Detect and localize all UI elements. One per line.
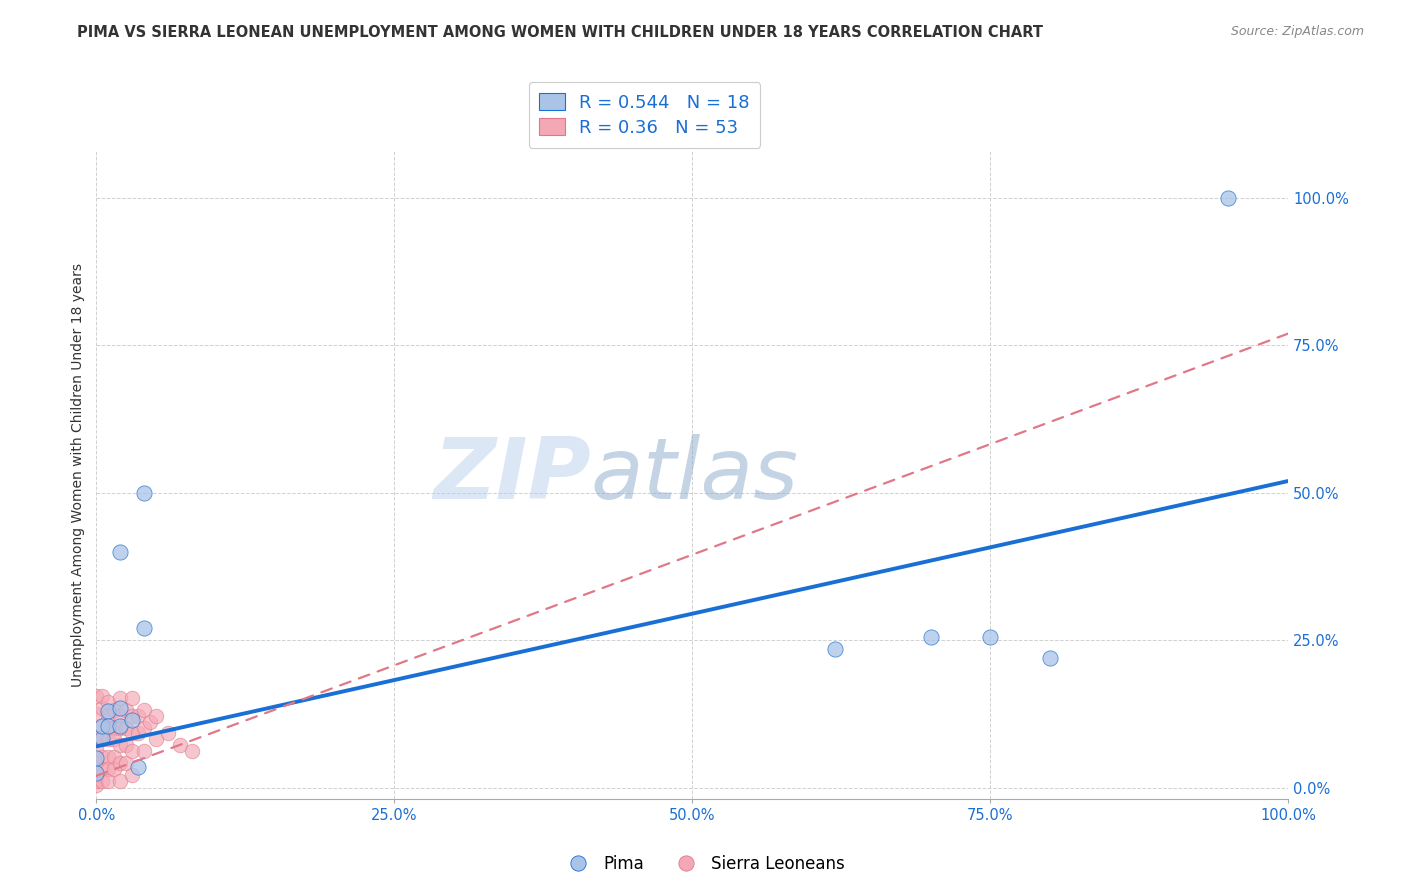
Legend: Pima, Sierra Leoneans: Pima, Sierra Leoneans [555, 848, 851, 880]
Point [86, 773, 108, 788]
Point [108, 773, 131, 788]
Point [127, 708, 149, 723]
Point [139, 714, 162, 729]
Point [127, 726, 149, 740]
Point [103, 732, 125, 747]
Point [103, 750, 125, 764]
Point [91, 719, 114, 733]
Legend: R = 0.544   N = 18, R = 0.36   N = 53: R = 0.544 N = 18, R = 0.36 N = 53 [529, 82, 761, 147]
Point [1039, 651, 1062, 665]
Point [97, 762, 120, 776]
Point [91, 750, 114, 764]
Point [108, 545, 131, 559]
Point [108, 719, 131, 733]
Point [97, 773, 120, 788]
Point [86, 778, 108, 792]
Point [1218, 191, 1240, 205]
Point [103, 721, 125, 735]
Point [103, 762, 125, 776]
Point [91, 690, 114, 704]
Point [115, 756, 138, 770]
Point [121, 708, 143, 723]
Point [979, 630, 1001, 644]
Point [121, 691, 143, 706]
Point [145, 732, 167, 747]
Y-axis label: Unemployment Among Women with Children Under 18 years: Unemployment Among Women with Children U… [72, 263, 86, 687]
Point [824, 642, 846, 657]
Point [91, 731, 114, 745]
Point [108, 721, 131, 735]
Point [97, 721, 120, 735]
Point [91, 701, 114, 715]
Point [132, 744, 155, 758]
Point [91, 719, 114, 733]
Point [121, 713, 143, 727]
Point [145, 708, 167, 723]
Point [86, 690, 108, 704]
Point [121, 726, 143, 740]
Point [132, 721, 155, 735]
Text: PIMA VS SIERRA LEONEAN UNEMPLOYMENT AMONG WOMEN WITH CHILDREN UNDER 18 YEARS COR: PIMA VS SIERRA LEONEAN UNEMPLOYMENT AMON… [77, 25, 1043, 40]
Point [121, 744, 143, 758]
Point [97, 750, 120, 764]
Point [169, 738, 191, 752]
Point [115, 703, 138, 717]
Point [86, 731, 108, 745]
Point [86, 706, 108, 721]
Point [108, 756, 131, 770]
Point [91, 773, 114, 788]
Point [97, 695, 120, 709]
Text: atlas: atlas [591, 434, 799, 516]
Point [97, 732, 120, 747]
Point [86, 751, 108, 765]
Point [108, 708, 131, 723]
Point [103, 703, 125, 717]
Point [920, 630, 942, 644]
Point [132, 622, 155, 636]
Point [86, 742, 108, 756]
Text: ZIP: ZIP [433, 434, 591, 516]
Point [121, 767, 143, 781]
Point [108, 738, 131, 752]
Point [115, 738, 138, 752]
Point [86, 767, 108, 781]
Point [180, 744, 202, 758]
Point [97, 708, 120, 723]
Point [97, 719, 120, 733]
Point [115, 721, 138, 735]
Point [132, 703, 155, 717]
Point [91, 762, 114, 776]
Point [91, 732, 114, 747]
Point [132, 486, 155, 500]
Point [108, 691, 131, 706]
Point [86, 765, 108, 780]
Point [97, 704, 120, 718]
Text: Source: ZipAtlas.com: Source: ZipAtlas.com [1230, 25, 1364, 38]
Point [86, 756, 108, 770]
Point [127, 760, 149, 774]
Point [156, 726, 179, 740]
Point [108, 701, 131, 715]
